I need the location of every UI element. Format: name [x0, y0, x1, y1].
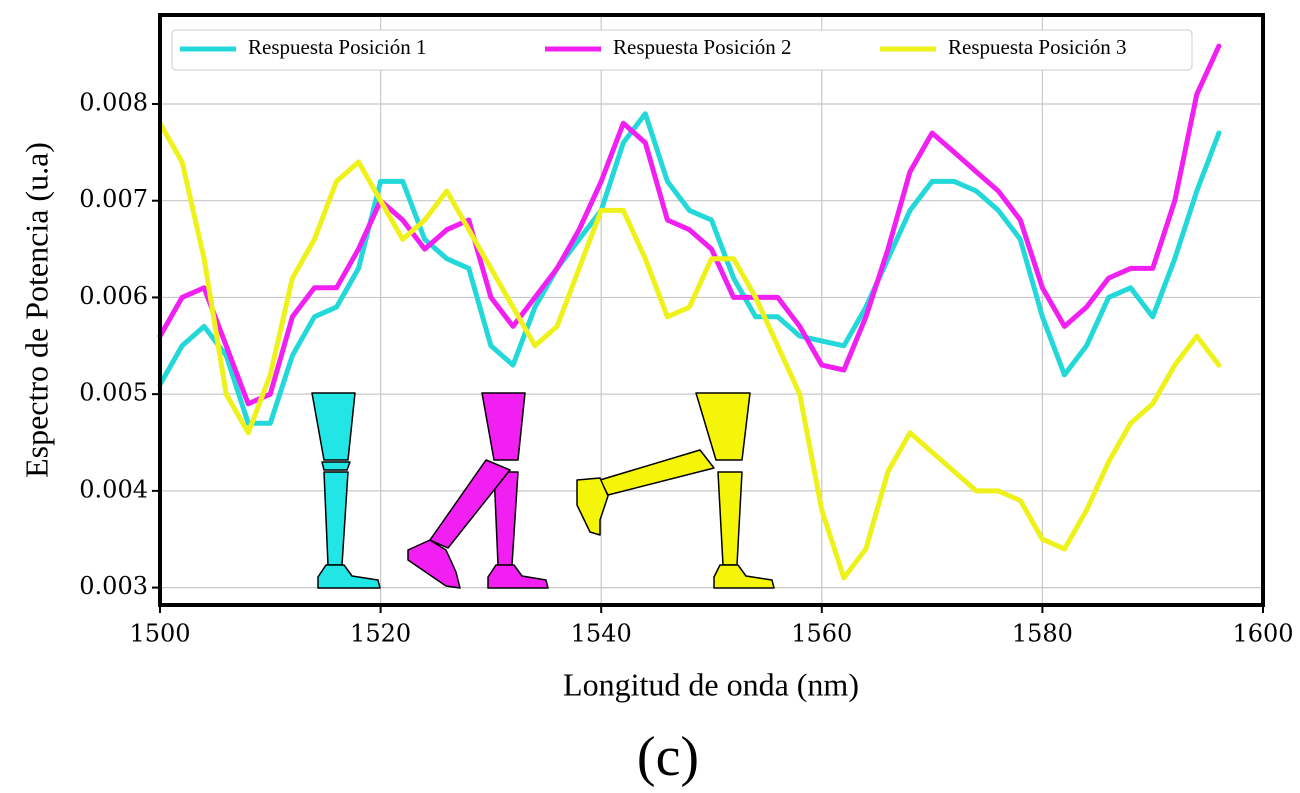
legend-label: Respuesta Posición 2	[613, 35, 792, 59]
series-line	[157, 111, 1222, 426]
y-tick-label: 0.007	[79, 185, 148, 213]
x-tick-label: 1500	[129, 620, 190, 648]
leg-illustrations	[311, 392, 775, 589]
legend: Respuesta Posición 1 Respuesta Posición 2…	[171, 29, 1193, 71]
x-tick-label: 1540	[571, 620, 632, 648]
y-tick-label: 0.008	[79, 88, 148, 116]
series-line	[157, 43, 1222, 407]
series-line	[157, 120, 1222, 581]
y-axis-label: Espectro de Potencia (u.a)	[18, 142, 54, 478]
x-tick-label: 1600	[1232, 620, 1293, 648]
x-tick-label: 1560	[791, 620, 852, 648]
plot-frame	[158, 13, 1265, 607]
x-tick-label: 1520	[350, 620, 411, 648]
legend-label: Respuesta Posición 1	[248, 35, 427, 59]
y-tick-label: 0.003	[79, 572, 148, 600]
x-axis-label: Longitud de onda (nm)	[563, 666, 859, 702]
legend-label: Respuesta Posición 3	[948, 35, 1127, 59]
caption: (c)	[637, 726, 699, 788]
y-tick-label: 0.005	[79, 379, 148, 407]
y-tick-label: 0.006	[79, 282, 148, 310]
legend-box	[171, 29, 1193, 71]
y-tick-label: 0.004	[79, 475, 148, 503]
x-tick-label: 1580	[1012, 620, 1073, 648]
